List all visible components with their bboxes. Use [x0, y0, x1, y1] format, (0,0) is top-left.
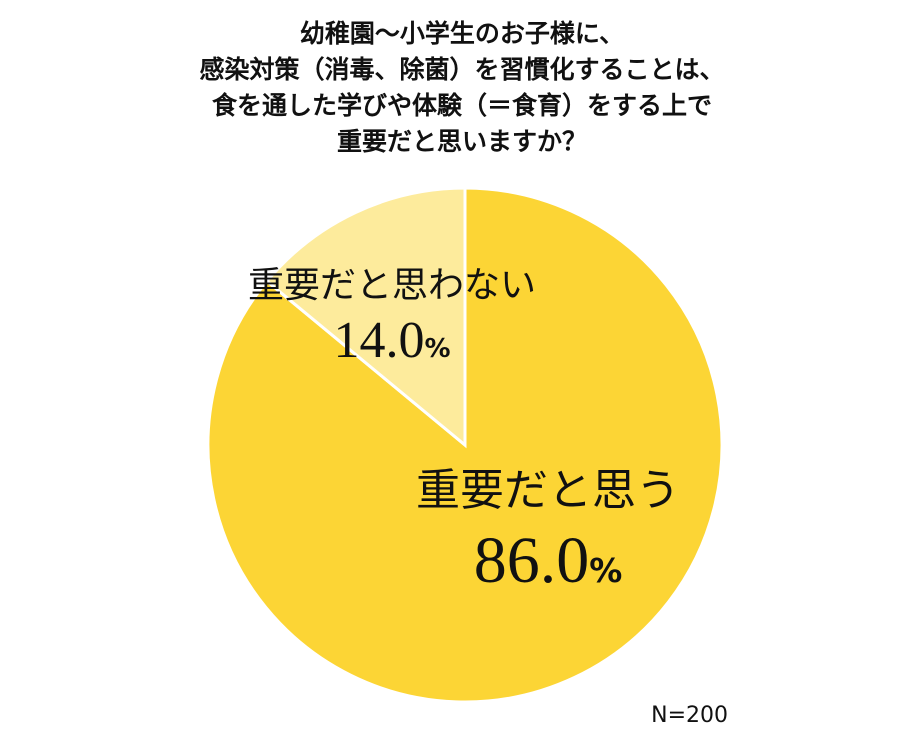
title-line: 感染対策（消毒、除菌）を習慣化することは、 [199, 55, 724, 84]
title: 幼稚園〜小学生のお子様に、感染対策（消毒、除菌）を習慣化することは、食を通した学… [199, 19, 724, 156]
pie: 重要だと思う 86.0% 重要だと思わない 14.0% [206, 186, 724, 704]
value-unit: % [424, 334, 450, 364]
note: N=200 [651, 703, 728, 728]
slice-label: 重要だと思う [416, 465, 680, 516]
title-line: 食を通した学びや体験（＝食育）をする上で [212, 91, 712, 120]
title-line: 重要だと思いますか？ [337, 127, 587, 156]
title-line: 幼稚園〜小学生のお子様に、 [300, 19, 624, 48]
value-number: 86.0 [474, 524, 590, 597]
value-number: 14.0 [333, 312, 424, 369]
slice [264, 186, 467, 449]
value-label: 86.0% [474, 524, 623, 597]
value-label: 14.0% [333, 312, 450, 369]
slice-label: 重要だと思わない [248, 265, 536, 306]
value-unit: % [589, 551, 622, 590]
